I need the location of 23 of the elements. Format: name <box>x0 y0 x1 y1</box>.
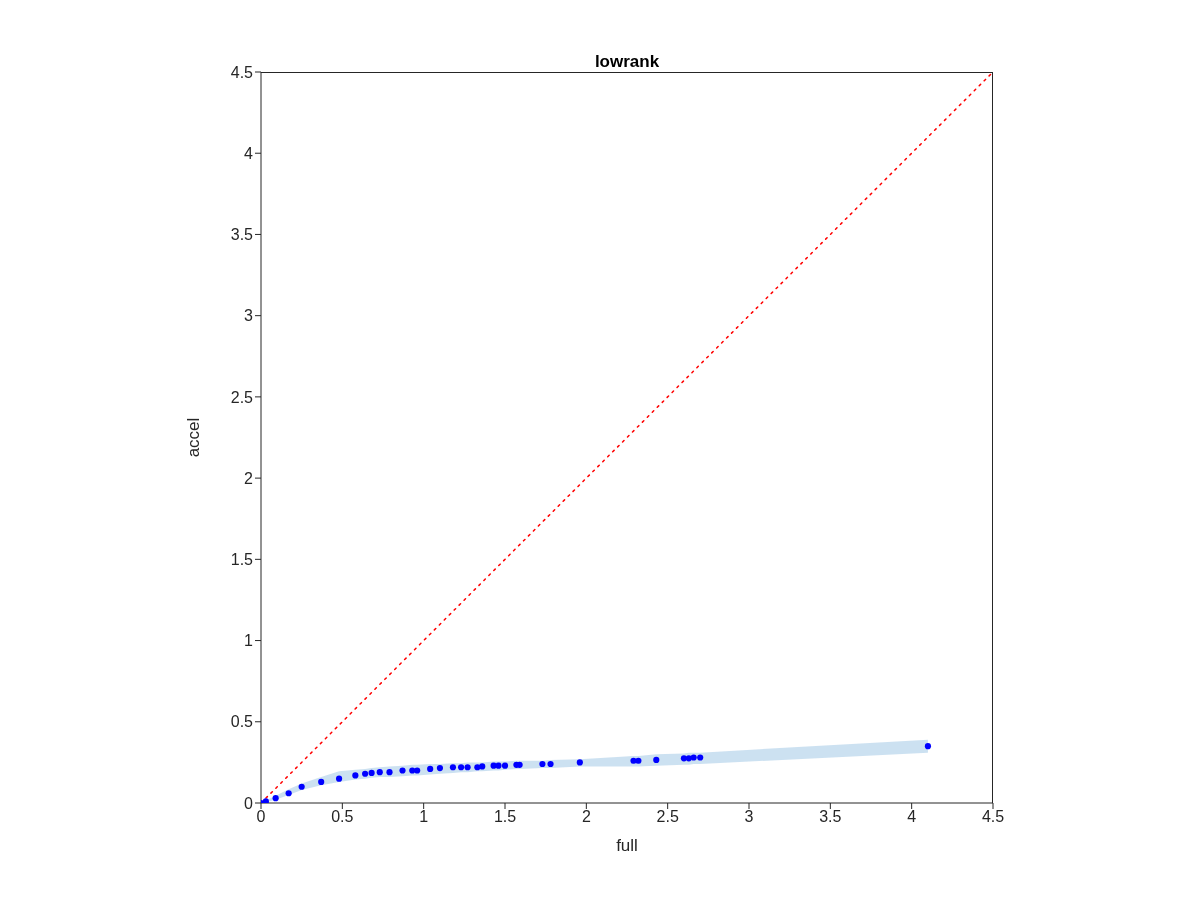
y-tick-label: 1 <box>244 632 254 650</box>
x-axis-title: full <box>616 836 638 855</box>
chart-title: lowrank <box>593 52 661 72</box>
x-tick-label: 1.5 <box>493 808 517 826</box>
y-axis-title: accel <box>184 417 204 458</box>
y-tick-label: 3 <box>244 307 254 325</box>
y-tick-label: 3.5 <box>230 226 254 244</box>
y-tick-label: 0 <box>244 794 254 812</box>
x-tick-label: 0.5 <box>331 808 354 826</box>
x-tick-label: 4 <box>907 808 917 826</box>
y-tick-label: 4 <box>244 144 254 162</box>
x-tick-label: 4.5 <box>981 808 1005 826</box>
y-tick-label: 0.5 <box>230 713 254 731</box>
x-tick-label: 3 <box>744 808 754 826</box>
x-tick-label: 2 <box>581 808 591 826</box>
x-tick-label: 1 <box>419 808 429 826</box>
y-tick-label: 2.5 <box>230 388 254 406</box>
y-tick-label: 2 <box>244 469 254 487</box>
x-tick-label: 3.5 <box>819 808 842 826</box>
x-tick-label: 0 <box>256 808 266 826</box>
x-tick-label: 2.5 <box>656 808 679 826</box>
y-tick-label: 1.5 <box>230 551 254 569</box>
y-tick-label: 4.5 <box>230 63 254 81</box>
